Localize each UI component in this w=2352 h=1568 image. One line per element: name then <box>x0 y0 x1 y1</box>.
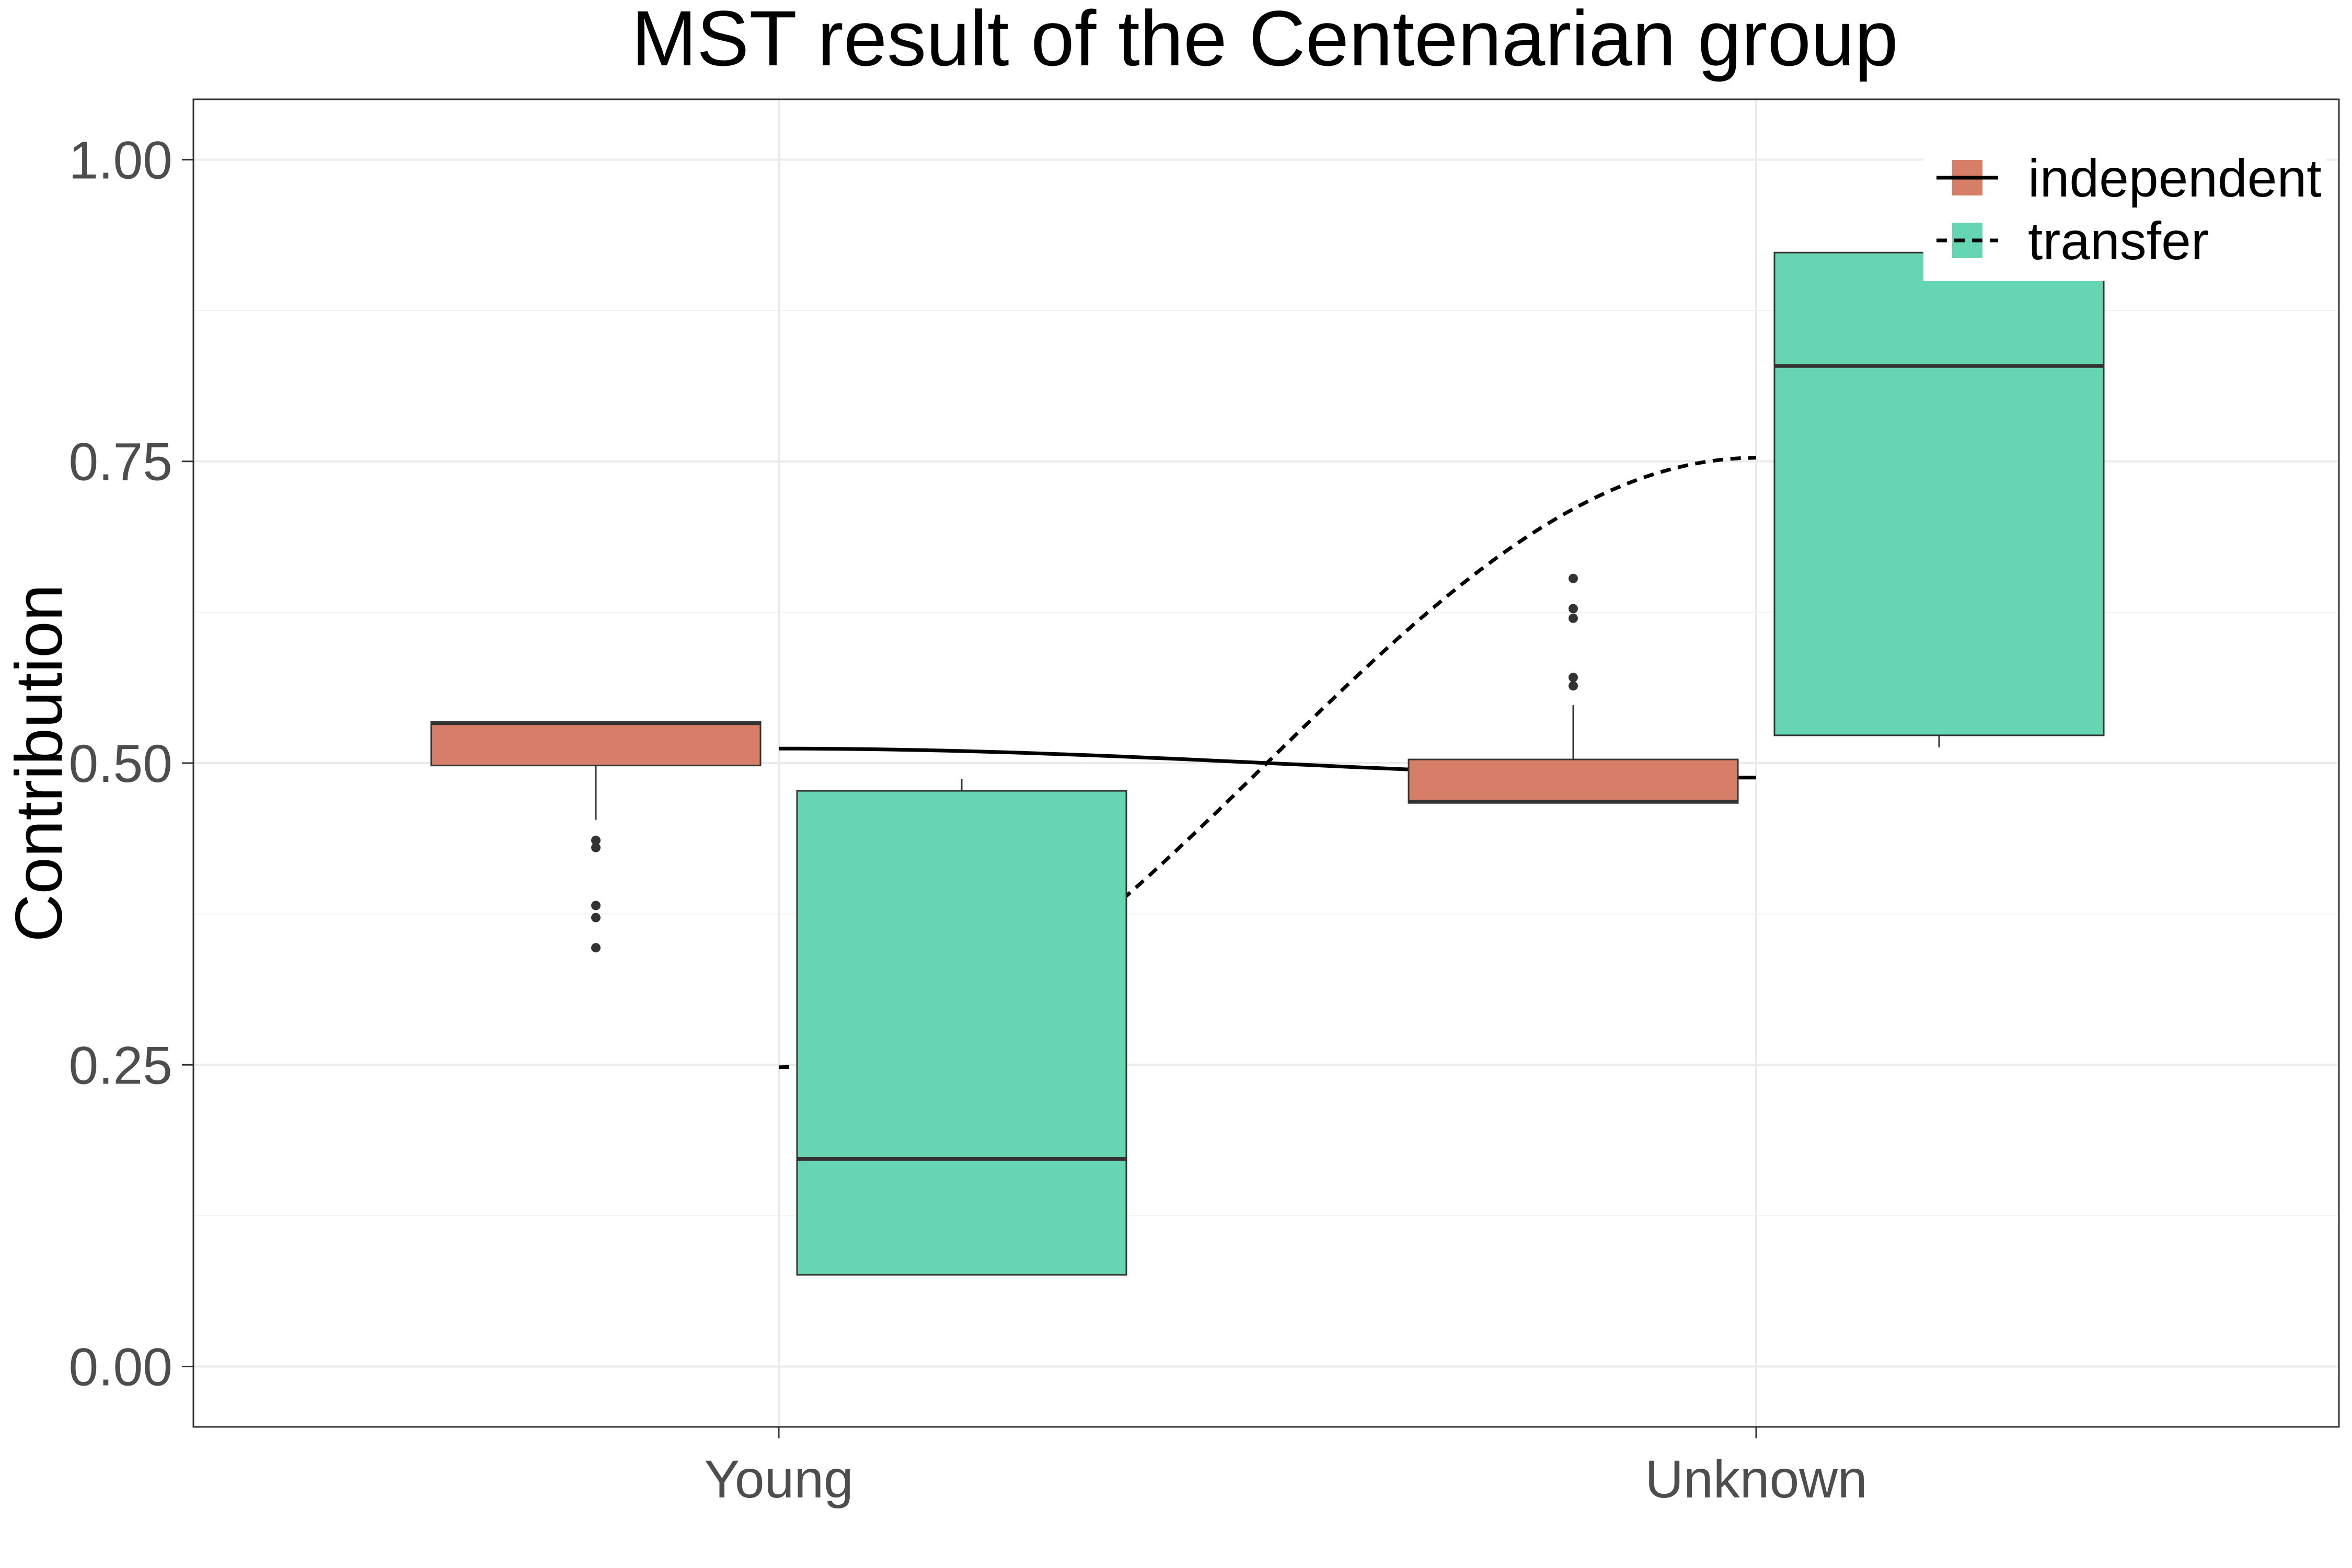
grid-lines <box>193 99 2339 1427</box>
chart-title: MST result of the Centenarian group <box>631 0 1898 82</box>
y-tick-label: 0.25 <box>68 1035 172 1095</box>
legend-label-independent: independent <box>2028 148 2322 208</box>
outlier-point <box>591 913 601 923</box>
box-body <box>430 721 762 767</box>
outlier-point <box>591 943 601 953</box>
y-tick-label: 0.75 <box>68 432 172 492</box>
box-layer <box>430 251 2105 1276</box>
y-tick-label: 1.00 <box>68 130 172 190</box>
legend-background <box>1923 140 2326 281</box>
outlier-point <box>1569 573 1578 583</box>
independent-box-young <box>430 721 762 953</box>
legend-label-transfer: transfer <box>2028 211 2209 271</box>
legend-key-independent <box>1936 160 1998 195</box>
y-tick-label: 0.00 <box>68 1338 172 1397</box>
box-body <box>1408 758 1739 804</box>
outlier-point <box>591 901 601 910</box>
box-body <box>1773 251 2105 736</box>
y-axis-label: Contribution <box>2 584 76 942</box>
outlier-point <box>591 835 601 845</box>
x-axis: Young Unknown <box>704 1427 1867 1509</box>
independent-box-unknown <box>1408 573 1739 804</box>
outlier-point <box>1569 673 1578 683</box>
legend-key-transfer <box>1936 223 1998 258</box>
transfer-box-young <box>796 779 1127 1276</box>
y-tick-label: 0.50 <box>68 734 172 793</box>
outlier-point <box>1569 604 1578 614</box>
transfer-box-unknown <box>1773 251 2105 747</box>
outlier-point <box>1569 613 1578 623</box>
x-tick-label: Young <box>704 1449 854 1509</box>
x-tick-label: Unknown <box>1645 1449 1867 1509</box>
box-body <box>796 790 1127 1276</box>
outlier-point <box>1569 681 1578 691</box>
y-axis: 0.00 0.25 0.50 0.75 1.00 <box>68 130 193 1397</box>
outlier-point <box>591 843 601 852</box>
